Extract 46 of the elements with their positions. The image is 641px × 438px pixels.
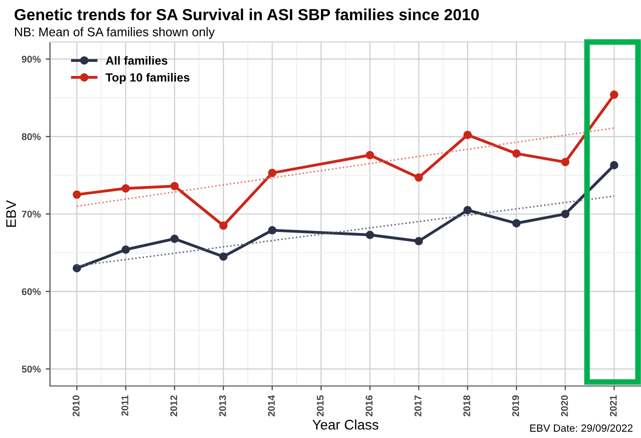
point [268, 168, 276, 178]
x-tick-label: 2015 [316, 395, 324, 416]
point [463, 206, 472, 214]
legend-label: Top 10 families [106, 72, 190, 84]
point [414, 236, 423, 246]
point [219, 252, 228, 261]
y-tick-label: 70% [22, 210, 41, 218]
point [170, 234, 179, 243]
y-axis-title: EBV [6, 200, 16, 227]
x-tick-label: 2014 [268, 395, 275, 416]
point [122, 184, 130, 193]
x-tick-label: 2020 [561, 395, 568, 416]
y-tick-label: 60% [22, 288, 41, 296]
x-axis-title: Year Class [312, 419, 378, 430]
x-tick-label: 2017 [414, 395, 422, 416]
point [561, 158, 570, 166]
point [366, 230, 374, 240]
point [512, 219, 521, 228]
x-tick-label: 2011 [121, 395, 128, 416]
point [414, 173, 423, 182]
chart-subtitle: NB: Mean of SA families shown only [15, 27, 215, 39]
point [72, 264, 82, 272]
x-tick-label: 2019 [512, 395, 520, 416]
point [170, 182, 179, 190]
point [512, 149, 521, 158]
legend-label: All families [106, 56, 168, 65]
point [122, 245, 130, 254]
point [610, 161, 618, 170]
point [219, 221, 228, 230]
point [366, 150, 374, 160]
point [561, 210, 570, 218]
y-tick-label: 90% [22, 56, 41, 63]
x-tick-label: 2016 [366, 395, 373, 416]
y-tick-label: 50% [22, 366, 41, 373]
point [72, 190, 82, 199]
point [610, 90, 618, 99]
x-tick-label: 2021 [610, 395, 617, 416]
x-tick-label: 2010 [72, 395, 80, 416]
text: EBV Date: 29/09/2022 [530, 424, 632, 432]
point [268, 226, 276, 234]
x-tick-label: 2012 [170, 395, 178, 416]
point [463, 130, 472, 140]
x-tick-label: 2018 [463, 395, 470, 416]
x-tick-label: 2013 [219, 395, 226, 416]
chart-title: Genetic trends for SA Survival in ASI SBP families since 2010 [14, 8, 479, 20]
y-tick-label: 80% [22, 133, 41, 140]
